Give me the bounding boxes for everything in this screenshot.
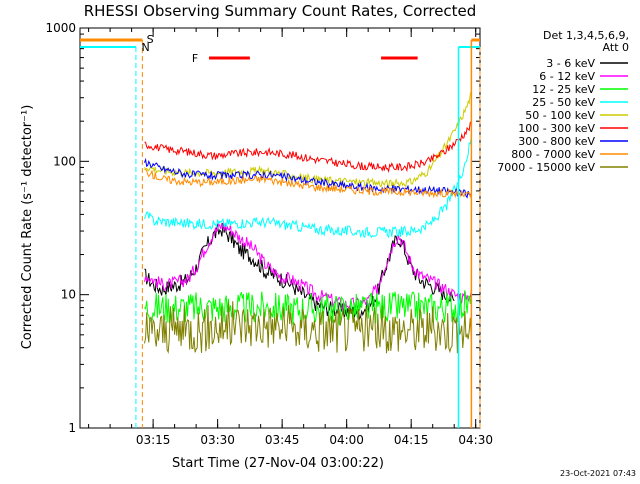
night-marker-label: N — [142, 41, 150, 54]
series-line-8 — [144, 301, 472, 354]
legend-label-8: 7000 - 15000 keV — [497, 161, 595, 174]
plot-area: 1 10 100 1000 03:15 03:30 03:45 04:00 04:15 04:30… — [45, 21, 493, 447]
x-tick-label: 04:00 — [329, 433, 364, 447]
y-tick-label: 100 — [53, 154, 76, 168]
series-line-3 — [144, 135, 472, 239]
saa-marker-label: S — [147, 33, 154, 46]
x-tick-label: 03:15 — [136, 433, 171, 447]
x-tick-label: 04:30 — [458, 433, 493, 447]
flare-marker-label: F — [192, 52, 198, 65]
legend-header-line-1: Det 1,3,4,5,6,9, — [543, 29, 629, 42]
x-axis-label: Start Time (27-Nov-04 03:00:22) — [172, 456, 384, 471]
footer-date: 23-Oct-2021 07:43 — [560, 469, 636, 478]
y-axis-label: Corrected Count Rate (s⁻¹ detector⁻¹) — [20, 105, 35, 350]
chart-title: RHESSI Observing Summary Count Rates, Co… — [84, 2, 477, 20]
legend-header-line-2: Att 0 — [603, 41, 629, 54]
series-line-4 — [144, 90, 472, 190]
y-tick-label: 1000 — [45, 21, 76, 35]
legend-label-3: 25 - 50 keV — [532, 96, 595, 109]
legend-label-2: 12 - 25 keV — [532, 83, 595, 96]
series-line-2 — [144, 290, 472, 326]
legend-label-6: 300 - 800 keV — [518, 135, 595, 148]
legend-label-7: 800 - 7000 keV — [511, 148, 595, 161]
series-line-7 — [144, 168, 472, 199]
series-line-1 — [144, 222, 472, 311]
x-tick-label: 04:15 — [394, 433, 429, 447]
legend-label-4: 50 - 100 keV — [525, 109, 595, 122]
x-tick-label: 03:30 — [200, 433, 235, 447]
legend-label-0: 3 - 6 keV — [546, 57, 595, 70]
series-line-5 — [144, 121, 472, 173]
x-tick-label: 03:45 — [265, 433, 300, 447]
y-tick-label: 10 — [61, 288, 76, 302]
y-tick-label: 1 — [68, 421, 76, 435]
legend-label-5: 100 - 300 keV — [518, 122, 595, 135]
legend-label-1: 6 - 12 keV — [539, 70, 595, 83]
